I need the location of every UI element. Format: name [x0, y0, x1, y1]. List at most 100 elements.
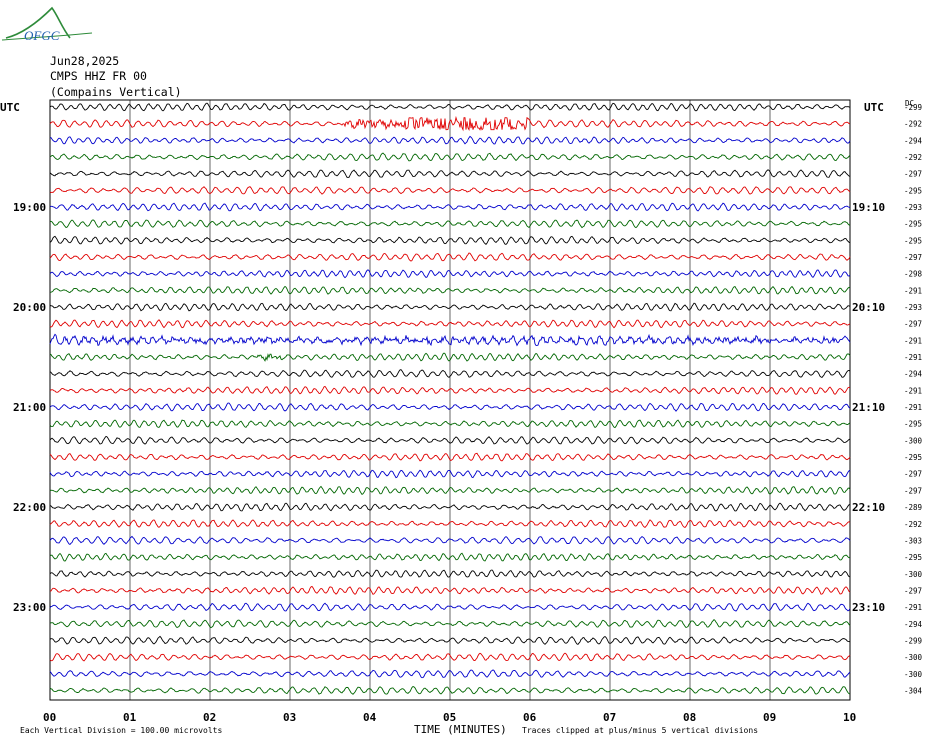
left-hour-label: 23:00 [13, 601, 46, 614]
right-hour-label: 21:10 [852, 401, 885, 414]
dc-offset-label: -300 [904, 670, 923, 679]
seismic-trace [49, 535, 851, 545]
seismic-trace [49, 485, 851, 496]
seismic-trace [49, 235, 851, 245]
left-hour-label: 20:00 [13, 301, 46, 314]
seismic-trace [49, 385, 851, 395]
seismic-trace [49, 135, 851, 145]
x-tick-label: 09 [763, 711, 776, 724]
dc-offset-label: -292 [904, 520, 922, 529]
seismic-trace [49, 619, 851, 629]
x-tick-label: 06 [523, 711, 537, 724]
dc-offset-label: -295 [904, 420, 922, 429]
seismic-trace [49, 252, 851, 262]
logo-arc-icon [5, 6, 71, 39]
seismic-trace [49, 302, 851, 312]
dc-offset-label: -299 [904, 636, 922, 645]
seismic-trace [49, 319, 851, 329]
x-tick-label: 10 [843, 711, 856, 724]
seismic-trace [49, 352, 851, 362]
dc-offset-label: -291 [904, 336, 922, 345]
dc-offset-label: -292 [904, 153, 922, 162]
seismic-trace [49, 635, 851, 645]
seismic-trace [49, 502, 851, 512]
dc-offset-label: -298 [904, 270, 923, 279]
utc-right-label: UTC [864, 101, 884, 114]
seismic-trace [49, 602, 851, 612]
seismic-trace [49, 369, 851, 378]
header-station: CMPS HHZ FR 00 [50, 69, 147, 83]
dc-offset-label: -303 [904, 536, 922, 545]
seismic-trace [49, 519, 851, 529]
dc-offset-label: -294 [904, 620, 923, 629]
header-location: (Compains Vertical) [50, 85, 182, 99]
left-hour-label: 19:00 [13, 201, 46, 214]
right-hour-label: 22:10 [852, 501, 885, 514]
seismic-trace [49, 333, 851, 347]
x-tick-label: 03 [283, 711, 296, 724]
dc-offset-label: -300 [904, 570, 923, 579]
seismic-trace [49, 669, 851, 679]
x-axis-title: TIME (MINUTES) [414, 723, 507, 736]
seismic-trace [49, 686, 851, 695]
seismic-trace [49, 585, 851, 595]
dc-offset-label: -297 [904, 470, 922, 479]
dc-offset-label: -297 [904, 170, 922, 179]
dc-offset-label: -293 [904, 203, 922, 212]
dc-offset-labels: -299 -292 -294 -292 -297 -295 -293 -295 -295 -297… [904, 103, 923, 695]
dc-offset-label: -291 [904, 353, 922, 362]
dc-offset-label: -297 [904, 486, 922, 495]
seismic-trace [49, 552, 851, 562]
trace-group [49, 102, 851, 695]
dc-offset-label: -300 [904, 653, 923, 662]
dc-offset-label: -295 [904, 553, 922, 562]
right-hour-label: 23:10 [852, 601, 885, 614]
dc-offset-label: -295 [904, 220, 922, 229]
dc-offset-label: -295 [904, 236, 922, 245]
seismic-trace [49, 285, 851, 295]
footer-left: Each Vertical Division = 100.00 microvol… [20, 726, 222, 735]
x-tick-label: 07 [603, 711, 616, 724]
dc-offset-label: -291 [904, 286, 922, 295]
x-tick-label: 01 [123, 711, 137, 724]
seismic-trace [49, 102, 851, 112]
left-hour-label: 21:00 [13, 401, 46, 414]
dc-offset-label: -299 [904, 103, 922, 112]
dc-offset-label: -300 [904, 436, 923, 445]
footer-right: Traces clipped at plus/minus 5 vertical … [522, 726, 758, 735]
x-tick-label: 00 [43, 711, 56, 724]
dc-offset-label: -292 [904, 120, 922, 129]
header-date: Jun28,2025 [50, 54, 119, 68]
seismic-trace [49, 402, 851, 412]
seismic-trace [49, 469, 851, 479]
dc-offset-label: -291 [904, 386, 922, 395]
seismic-trace [49, 219, 851, 229]
x-tick-label: 08 [683, 711, 696, 724]
seismic-trace [49, 452, 851, 462]
seismic-trace [49, 169, 851, 178]
dc-offset-label: -294 [904, 136, 923, 145]
dc-offset-label: -295 [904, 453, 922, 462]
right-hour-label: 19:10 [852, 201, 885, 214]
seismic-trace [49, 115, 851, 132]
right-hour-label: 20:10 [852, 301, 885, 314]
dc-offset-label: -297 [904, 320, 922, 329]
seismic-trace [49, 202, 851, 212]
dc-offset-label: -293 [904, 303, 922, 312]
seismic-trace [49, 186, 851, 195]
x-tick-label: 04 [363, 711, 377, 724]
grid-lines [129, 100, 771, 700]
seismic-trace [49, 435, 851, 445]
dc-offset-label: -297 [904, 253, 922, 262]
dc-offset-label: -291 [904, 403, 922, 412]
x-tick-labels: 00 01 02 03 04 05 06 07 08 09 10 [43, 711, 856, 724]
ofgc-logo: OFGC [1, 6, 93, 43]
dc-offset-label: -297 [904, 586, 922, 595]
right-hour-labels: 19:10 20:10 21:10 22:10 23:10 [852, 201, 885, 614]
dc-offset-label: -289 [904, 503, 922, 512]
dc-offset-label: -294 [904, 370, 923, 379]
dc-offset-label: -304 [904, 686, 923, 695]
x-tick-label: 02 [203, 711, 216, 724]
x-tick-label: 05 [443, 711, 456, 724]
